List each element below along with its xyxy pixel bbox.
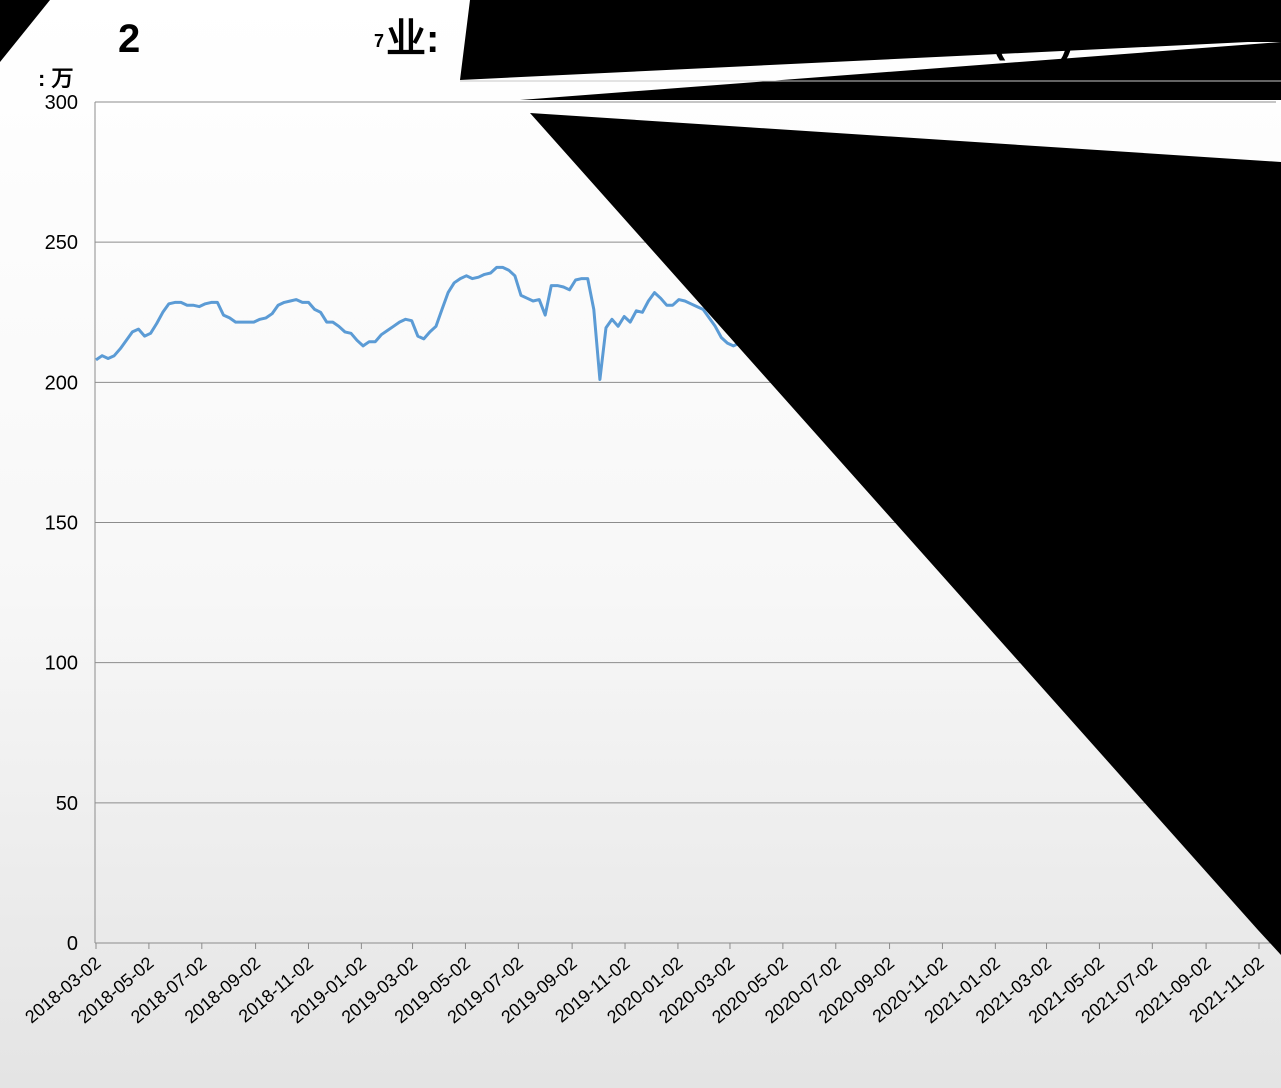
x-axis-ticks	[95, 943, 1260, 949]
series-group	[95, 265, 741, 381]
chart-title-subscript: 7	[374, 31, 384, 51]
y-tick-label: 0	[67, 933, 78, 955]
y-tick-label: 200	[45, 372, 78, 394]
y-tick-label: 250	[45, 232, 78, 254]
y-tick-label: 100	[45, 653, 78, 675]
y-axis-tick-labels: 0 50 100 150 200 250 300	[45, 92, 78, 955]
y-tick-label: 50	[56, 793, 78, 815]
occluder-upper-wedge	[520, 42, 1281, 100]
occluder-top-right-block	[1248, 0, 1281, 42]
y-tick-label: 300	[45, 92, 78, 114]
chart-title-number: 2	[118, 17, 140, 61]
y-unit-label: : 万	[38, 66, 73, 91]
chart-title-word: 业:	[386, 17, 439, 61]
x-axis-tick-labels: 2018-03-022018-05-022018-07-022018-09-02…	[21, 953, 1267, 1028]
occluder-title-band	[460, 0, 1248, 80]
occluder-main-wedge	[530, 113, 1281, 955]
series-line-0	[95, 265, 741, 381]
occluder-top-left	[0, 0, 50, 62]
y-tick-label: 150	[45, 513, 78, 535]
